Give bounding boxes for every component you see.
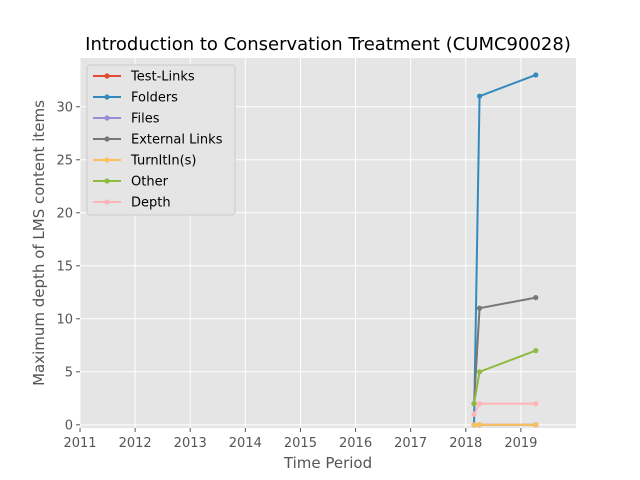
y-axis-label: Maximum depth of LMS content items xyxy=(30,100,48,386)
legend-item-other: Other xyxy=(93,175,169,190)
legend-item-folders: Folders xyxy=(93,91,178,106)
data-point-other xyxy=(533,348,539,354)
series-depth xyxy=(471,401,539,417)
x-tick-label: 2011 xyxy=(63,436,96,451)
series-turnitin-s xyxy=(471,422,539,428)
legend-swatch-marker xyxy=(104,136,110,142)
legend-item-depth: Depth xyxy=(93,196,171,211)
legend-label: Depth xyxy=(131,196,171,211)
x-tick-label: 2018 xyxy=(449,436,482,451)
legend-box xyxy=(86,64,236,216)
x-tick-label: 2017 xyxy=(394,436,427,451)
axis-ticks: 2011 2012 2013 2014 2015 2016 2017 2018 20190510… xyxy=(56,100,537,451)
legend-swatch-marker xyxy=(104,94,110,100)
legend-item-turnitin-s: TurnItIn(s) xyxy=(93,154,196,169)
legend: Test-Links Folders Files External Links Turn… xyxy=(86,64,236,216)
legend-swatch-marker xyxy=(104,199,110,205)
y-tick-label: 20 xyxy=(56,206,73,221)
data-point-depth xyxy=(471,411,477,417)
legend-label: Other xyxy=(131,175,169,190)
y-tick-label: 5 xyxy=(65,365,73,380)
x-tick-label: 2015 xyxy=(284,436,317,451)
legend-swatch-marker xyxy=(104,115,110,121)
y-tick-label: 25 xyxy=(56,153,73,168)
legend-label: External Links xyxy=(131,133,223,148)
x-tick-label: 2019 xyxy=(504,436,537,451)
data-point-turnitin-s xyxy=(476,422,483,428)
data-point-external-links xyxy=(533,294,539,301)
x-axis-label: Time Period xyxy=(283,454,372,472)
y-tick-label: 30 xyxy=(56,100,73,115)
data-point-folders xyxy=(476,93,483,99)
data-point-external-links xyxy=(476,305,483,311)
x-tick-label: 2014 xyxy=(229,436,262,451)
legend-swatch-marker xyxy=(104,73,110,79)
data-point-turnitin-s xyxy=(533,422,539,428)
series-layer xyxy=(471,72,539,428)
legend-item-test-links: Test-Links xyxy=(93,70,195,85)
y-tick-label: 15 xyxy=(56,259,73,274)
legend-item-files: Files xyxy=(93,112,160,127)
legend-item-external-links: External Links xyxy=(93,133,223,148)
chart-title: Introduction to Conservation Treatment (… xyxy=(85,34,571,55)
series-other xyxy=(471,348,539,407)
y-tick-label: 0 xyxy=(65,418,73,433)
y-tick-label: 10 xyxy=(56,312,73,327)
data-point-folders xyxy=(533,72,539,78)
legend-label: TurnItIn(s) xyxy=(130,154,196,169)
data-point-depth xyxy=(476,401,483,407)
data-point-turnitin-s xyxy=(471,422,477,428)
grid-lines xyxy=(79,58,576,428)
legend-label: Test-Links xyxy=(130,70,195,85)
legend-label: Files xyxy=(131,112,160,127)
x-tick-label: 2016 xyxy=(339,436,372,451)
x-tick-label: 2013 xyxy=(174,436,207,451)
legend-swatch-marker xyxy=(104,178,110,184)
legend-swatch-marker xyxy=(104,157,110,163)
data-point-other xyxy=(476,369,483,375)
x-tick-label: 2012 xyxy=(119,436,152,451)
legend-label: Folders xyxy=(131,91,178,106)
data-point-other xyxy=(471,401,477,407)
data-point-depth xyxy=(533,401,539,407)
